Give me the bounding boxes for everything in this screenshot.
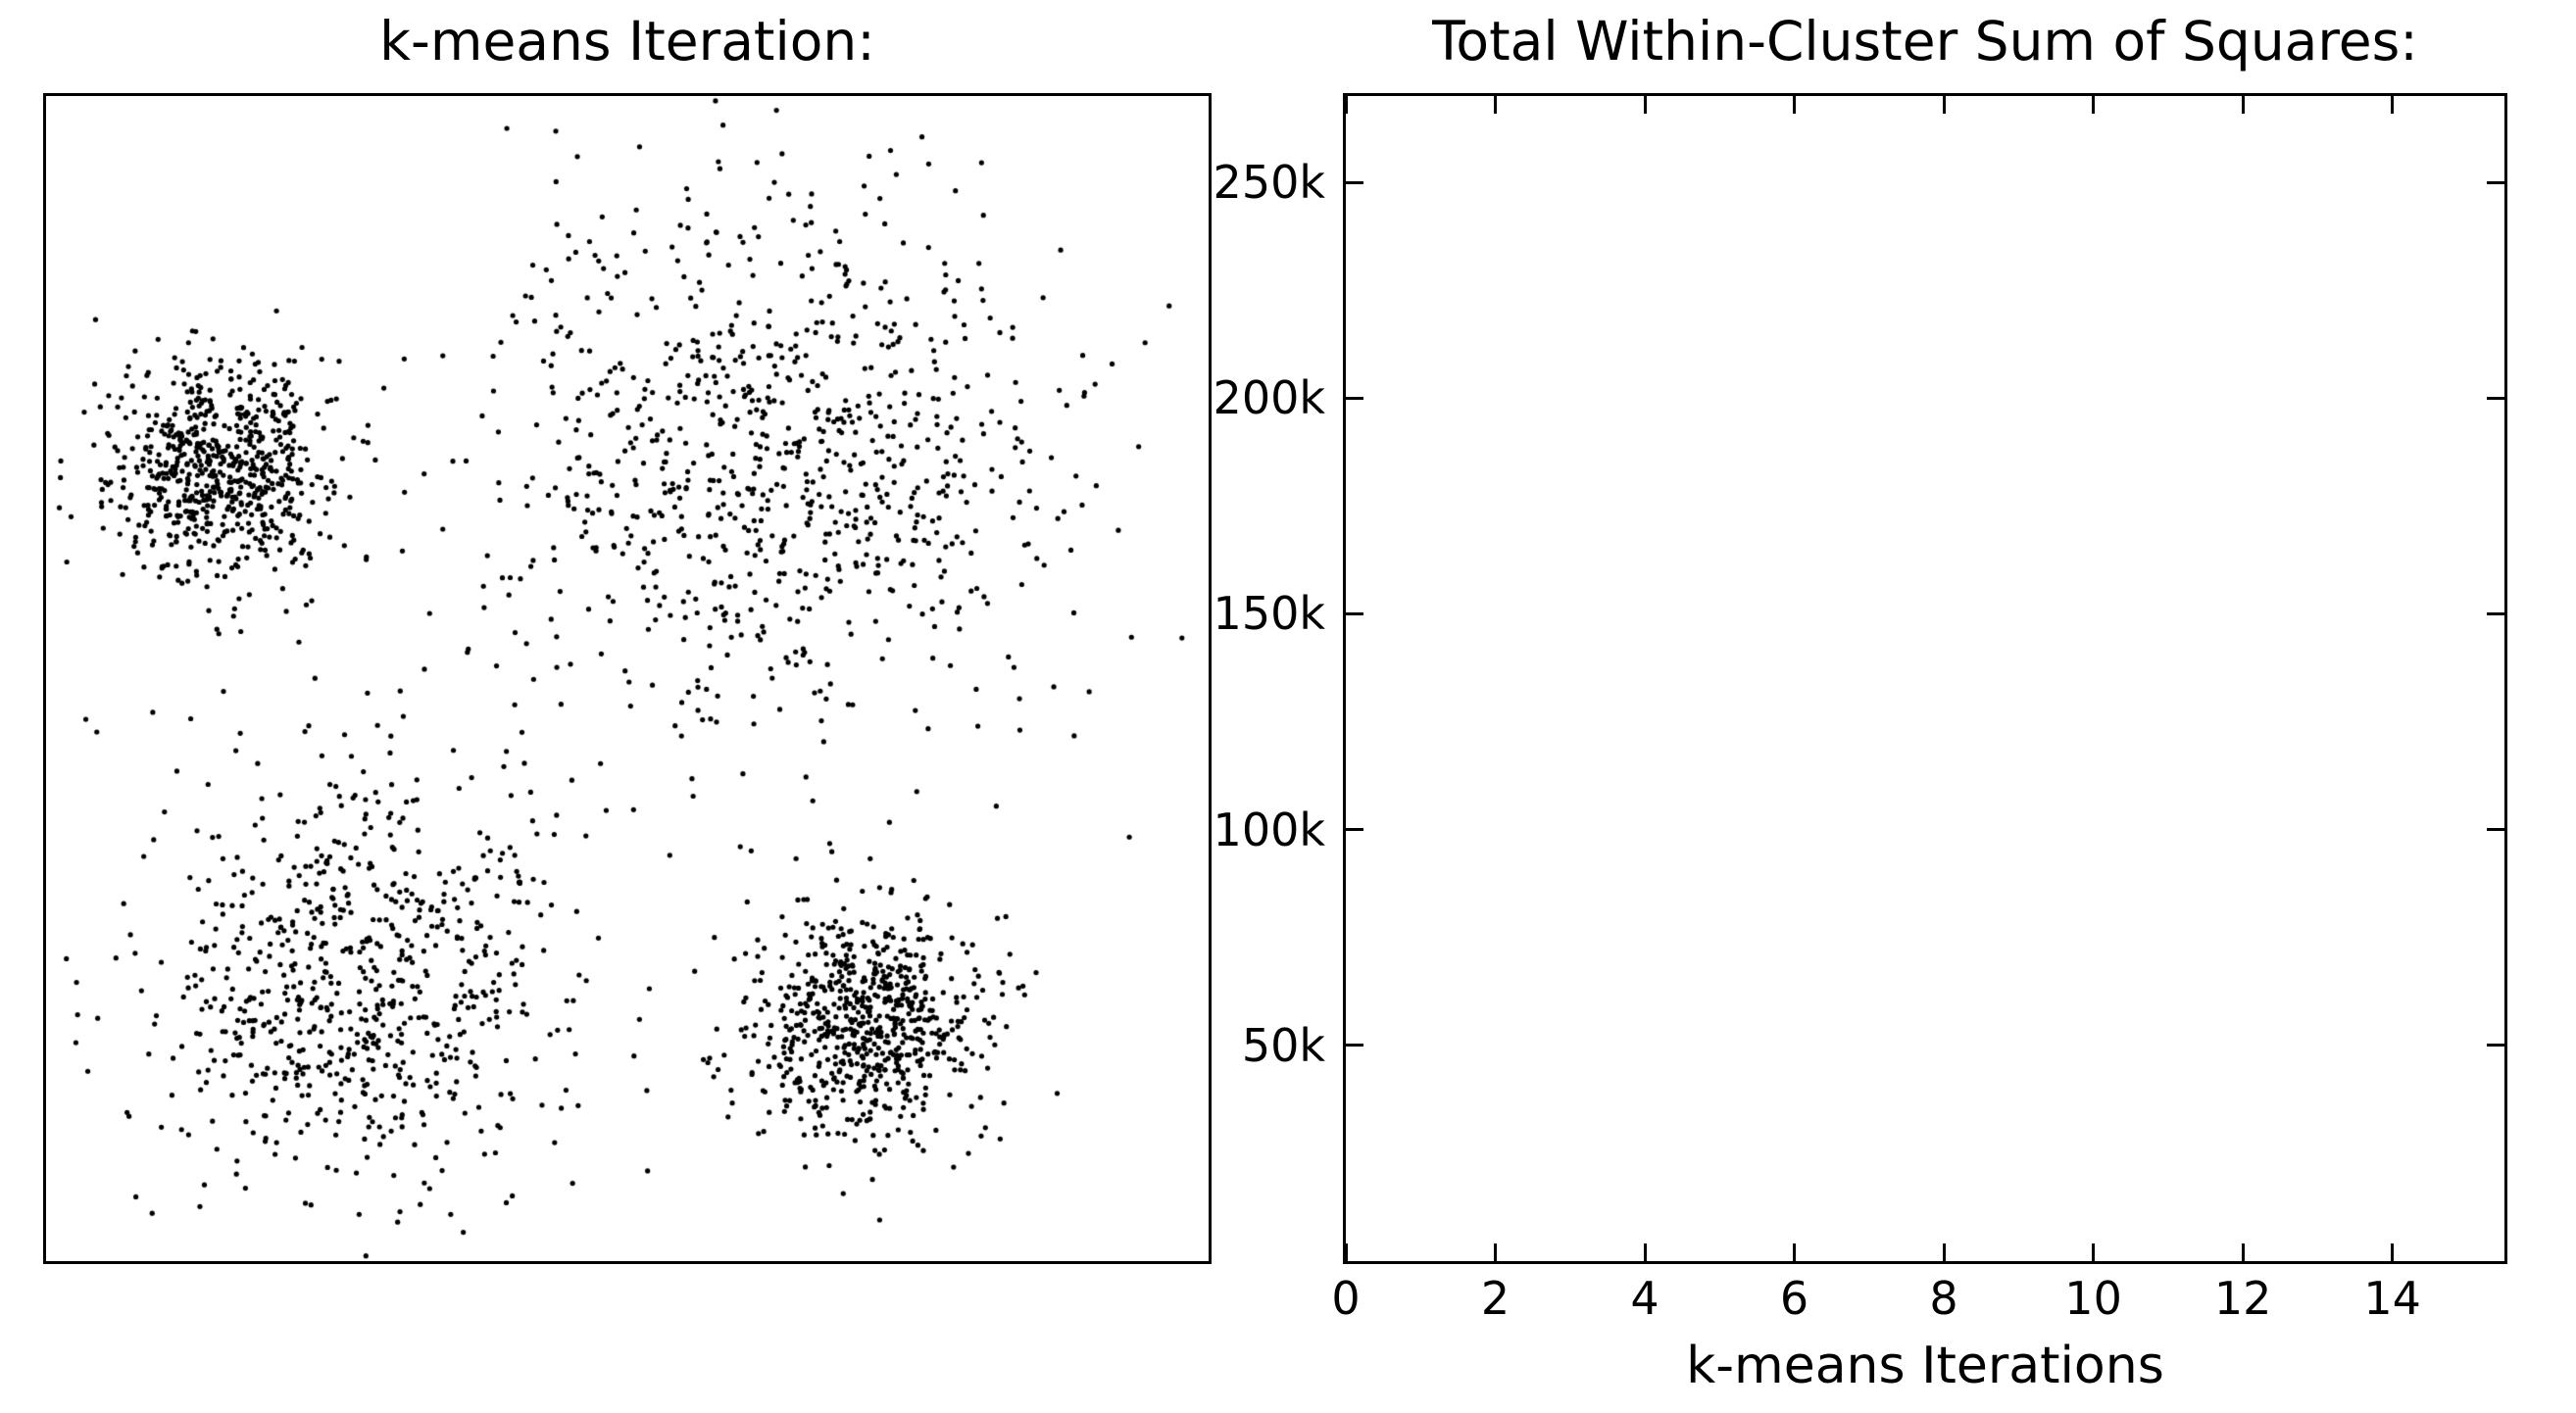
x-tick-bottom	[1344, 1243, 1348, 1261]
wss-x-axis-label: k-means Iterations	[1686, 1337, 2164, 1395]
x-tick-label: 6	[1779, 1272, 1809, 1325]
wss-plot-title: Total Within-Cluster Sum of Squares:	[1432, 10, 2418, 73]
wss-plot-area	[1343, 93, 2507, 1264]
x-tick-bottom	[1643, 1243, 1647, 1261]
x-tick-bottom	[1793, 1243, 1797, 1261]
x-tick-bottom	[1494, 1243, 1498, 1261]
y-tick-right	[2487, 1044, 2504, 1048]
x-tick-top	[1793, 96, 1797, 114]
y-tick-left	[1346, 396, 1363, 400]
x-tick-top	[2092, 96, 2096, 114]
scatter-plot-title: k-means Iteration:	[379, 10, 875, 73]
x-tick-bottom	[2241, 1243, 2245, 1261]
y-tick-right	[2487, 828, 2504, 832]
x-tick-label: 10	[2064, 1272, 2122, 1325]
x-tick-label: 12	[2213, 1272, 2272, 1325]
x-tick-bottom	[1942, 1243, 1946, 1261]
x-tick-top	[1344, 96, 1348, 114]
y-tick-label: 150k	[1213, 587, 1325, 641]
x-tick-bottom	[2092, 1243, 2096, 1261]
x-tick-top	[2241, 96, 2245, 114]
y-tick-right	[2487, 611, 2504, 615]
y-tick-left	[1346, 828, 1363, 832]
scatter-plot-area	[43, 93, 1212, 1264]
y-tick-right	[2487, 396, 2504, 400]
y-tick-label: 200k	[1213, 371, 1325, 425]
x-tick-label: 0	[1331, 1272, 1361, 1325]
x-tick-top	[1643, 96, 1647, 114]
y-tick-label: 250k	[1213, 156, 1325, 210]
x-tick-label: 14	[2363, 1272, 2421, 1325]
y-tick-right	[2487, 180, 2504, 184]
x-tick-top	[2391, 96, 2395, 114]
y-tick-left	[1346, 611, 1363, 615]
y-tick-left	[1346, 1044, 1363, 1048]
x-tick-bottom	[2391, 1243, 2395, 1261]
y-tick-label: 100k	[1213, 803, 1325, 856]
y-tick-left	[1346, 180, 1363, 184]
x-tick-top	[1494, 96, 1498, 114]
scatter-points-canvas	[46, 96, 1209, 1261]
x-tick-label: 2	[1480, 1272, 1511, 1325]
x-tick-label: 4	[1630, 1272, 1660, 1325]
y-tick-label: 50k	[1241, 1018, 1325, 1072]
x-tick-top	[1942, 96, 1946, 114]
x-tick-label: 8	[1929, 1272, 1958, 1325]
